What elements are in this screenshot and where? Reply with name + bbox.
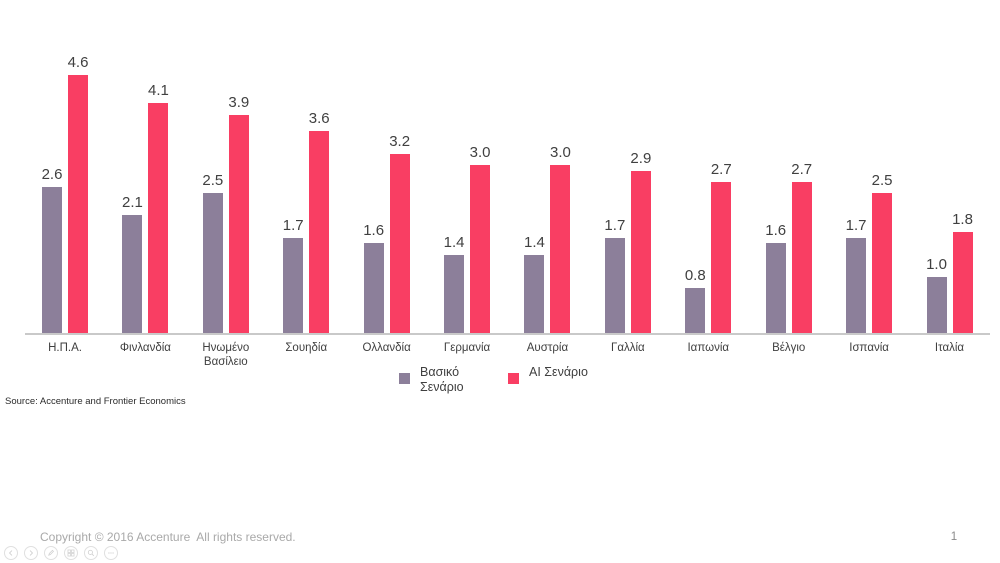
bar-group: 1.6 2.7 (765, 161, 812, 333)
bar-value-label: 1.4 (524, 234, 545, 251)
page-number: 1 (950, 531, 958, 543)
legend-swatch-baseline (399, 373, 410, 384)
next-slide-icon (27, 549, 35, 557)
legend-item-baseline: Βασικό Σενάριο (399, 365, 482, 395)
bar-group: 2.6 4.6 (42, 54, 88, 333)
bar-ai-scenario: 2.7 (711, 161, 732, 333)
bar-value-label: 2.5 (202, 172, 224, 189)
bar-group: 1.4 3.0 (524, 144, 571, 333)
bar-group: 0.8 2.7 (685, 161, 732, 333)
bar-value-label: 3.0 (550, 144, 571, 161)
see-all-slides-button[interactable] (64, 546, 78, 560)
see-all-slides-icon (67, 549, 75, 557)
bar-group: 1.7 2.5 (846, 172, 893, 333)
bar-baseline-scenario: 1.7 (604, 217, 625, 333)
bar-baseline-scenario: 2.6 (42, 166, 62, 333)
legend-item-ai: AI Σενάριο (508, 365, 591, 395)
bar-ai-scenario: 2.7 (791, 161, 812, 333)
bar-value-label: 3.0 (469, 144, 491, 161)
bar-value-label: 1.8 (952, 211, 973, 228)
bar-group: 1.6 3.2 (363, 133, 410, 333)
bar-value-label: 2.5 (871, 172, 893, 189)
more-options-button[interactable] (104, 546, 118, 560)
bar-baseline-scenario: 1.4 (444, 234, 464, 333)
category-label: Γαλλία (611, 342, 645, 354)
pen-button[interactable] (44, 546, 58, 560)
bar-ai-scenario: 3.9 (228, 94, 249, 333)
bar-value-label: 1.7 (282, 217, 304, 234)
bar-baseline-scenario: 1.0 (926, 256, 947, 333)
category-label: Γερμανία (443, 342, 491, 354)
bar-value-label: 4.6 (67, 54, 89, 71)
zoom-button[interactable] (84, 546, 98, 560)
bar-ai-scenario: 2.5 (872, 172, 893, 333)
plot-area: 2.6 4.6 2.1 4.1 2.5 3.9 1.7 3.6 1.6 3.2 1.4 3.0 1.4 3… (25, 50, 990, 335)
bar-baseline-scenario: 1.7 (846, 217, 867, 333)
bar-baseline-scenario: 1.6 (765, 222, 786, 333)
bar-baseline-scenario: 1.6 (363, 222, 384, 333)
bar-ai-scenario: 4.1 (148, 82, 169, 333)
bar-baseline-scenario: 0.8 (685, 267, 706, 333)
bar-value-label: 1.0 (926, 256, 947, 273)
bar-ai-scenario: 3.0 (470, 144, 490, 333)
category-axis: Η.Π.Α. Φινλανδία Ηνωμένο Βασίλειο Σουηδία Ολ… (0, 341, 1000, 375)
category-label: Ιταλία (934, 342, 965, 354)
bar-value-label: 1.6 (363, 222, 385, 239)
category-label: Σουηδία (285, 342, 328, 354)
category-label: Αυστρία (526, 342, 569, 354)
bar-ai-scenario: 3.0 (550, 144, 571, 333)
bar-baseline-scenario: 1.7 (283, 217, 304, 333)
bar-group: 1.0 1.8 (926, 211, 973, 333)
more-options-icon (107, 549, 115, 557)
legend: Βασικό Σενάριο AI Σενάριο (399, 365, 591, 395)
bar-value-label: 3.6 (308, 110, 330, 127)
bar-ai-scenario: 2.9 (630, 150, 651, 333)
bar-ai-scenario: 3.2 (389, 133, 410, 333)
bar-value-label: 2.7 (791, 161, 813, 178)
bar-ai-scenario: 3.6 (309, 110, 330, 333)
previous-slide-icon (7, 549, 15, 557)
bar-baseline-scenario: 1.4 (524, 234, 545, 333)
next-slide-button[interactable] (24, 546, 38, 560)
bar-group: 2.1 4.1 (122, 82, 169, 333)
bar-group: 1.7 3.6 (283, 110, 330, 333)
copyright-text: Copyright © 2016 Accenture All rights re… (40, 530, 296, 544)
category-label: Η.Π.Α. (48, 342, 82, 354)
bar-value-label: 1.4 (443, 234, 465, 251)
pen-icon (47, 549, 55, 557)
legend-label-ai: AI Σενάριο (529, 365, 588, 379)
bar-value-label: 1.7 (845, 217, 867, 234)
bar-group: 2.5 3.9 (202, 94, 249, 333)
presenter-controls (4, 546, 118, 560)
bar-value-label: 1.7 (604, 217, 626, 234)
previous-slide-button[interactable] (4, 546, 18, 560)
category-label: Ισπανία (849, 342, 889, 354)
bar-baseline-scenario: 2.1 (122, 194, 143, 333)
bar-ai-scenario: 4.6 (68, 54, 88, 333)
legend-swatch-ai (508, 373, 519, 384)
bar-value-label: 2.6 (41, 166, 63, 183)
category-label: Ιαπωνία (687, 342, 730, 354)
zoom-icon (87, 549, 95, 557)
category-label: Βέλγιο (772, 342, 806, 354)
bar-value-label: 3.9 (228, 94, 250, 111)
category-label: Ολλανδία (362, 342, 411, 354)
legend-label-baseline: Βασικό Σενάριο (420, 365, 464, 394)
bar-value-label: 4.1 (147, 82, 169, 99)
bar-value-label: 2.9 (630, 150, 652, 167)
bar-value-label: 2.1 (121, 194, 143, 211)
source-note: Source: Accenture and Frontier Economics (5, 396, 186, 407)
bar-value-label: 2.7 (710, 161, 732, 178)
bar-group: 1.4 3.0 (444, 144, 490, 333)
bar-value-label: 3.2 (389, 133, 411, 150)
bar-ai-scenario: 1.8 (952, 211, 973, 333)
bar-group: 1.7 2.9 (604, 150, 651, 333)
bar-value-label: 0.8 (684, 267, 706, 284)
category-label: Ηνωμένο Βασίλειο (202, 342, 250, 369)
bar-value-label: 1.6 (765, 222, 787, 239)
bar-baseline-scenario: 2.5 (202, 172, 223, 333)
category-label: Φινλανδία (119, 342, 171, 354)
